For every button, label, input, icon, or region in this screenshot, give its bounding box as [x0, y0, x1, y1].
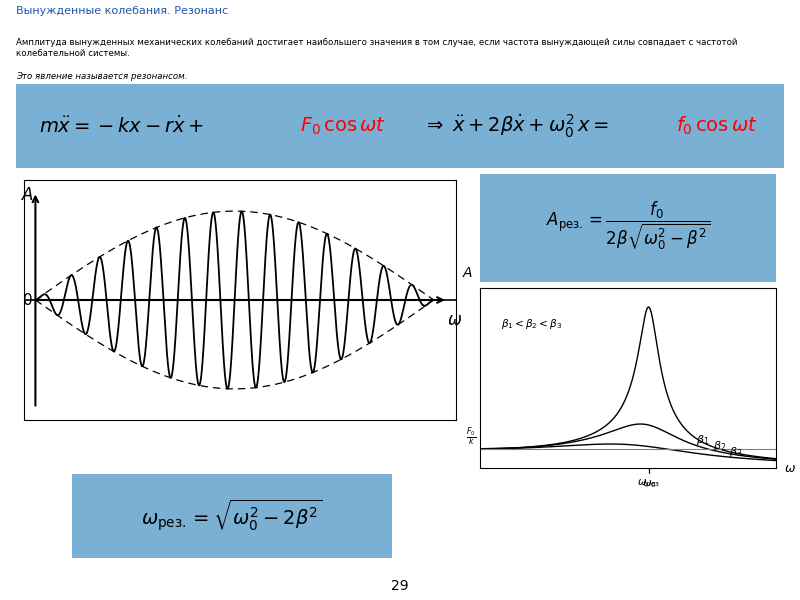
- Text: Вынужденные колебания. Резонанс: Вынужденные колебания. Резонанс: [16, 6, 228, 16]
- Text: $\omega$: $\omega$: [446, 311, 462, 329]
- Text: $\frac{F_0}{k}$: $\frac{F_0}{k}$: [466, 425, 476, 448]
- Text: $A_{\mathrm{рез.}} = \dfrac{f_0}{2\beta\sqrt{\omega_0^2 - \beta^2}}$: $A_{\mathrm{рез.}} = \dfrac{f_0}{2\beta\…: [546, 200, 710, 252]
- Text: $A$: $A$: [462, 266, 474, 280]
- Text: $A$: $A$: [22, 186, 34, 204]
- Text: $\beta_3$: $\beta_3$: [730, 445, 743, 460]
- Text: $\beta_1 < \beta_2 < \beta_3$: $\beta_1 < \beta_2 < \beta_3$: [501, 317, 562, 331]
- Text: 29: 29: [391, 578, 409, 593]
- FancyBboxPatch shape: [72, 474, 392, 558]
- Text: $0$: $0$: [22, 292, 33, 308]
- Text: $\omega$: $\omega$: [785, 461, 796, 475]
- FancyBboxPatch shape: [16, 84, 784, 168]
- Text: $\beta_1$: $\beta_1$: [696, 433, 709, 448]
- Text: $f_0\,\cos\omega t$: $f_0\,\cos\omega t$: [677, 115, 758, 137]
- Text: $\beta_2$: $\beta_2$: [713, 439, 726, 454]
- Text: $m\ddot{x} = -kx - r\dot{x} + $: $m\ddot{x} = -kx - r\dot{x} + $: [39, 115, 204, 137]
- FancyBboxPatch shape: [480, 174, 776, 282]
- Text: $\omega_{\mathrm{рез.}} = \sqrt{\omega_0^2 - 2\beta^2}$: $\omega_{\mathrm{рез.}} = \sqrt{\omega_0…: [142, 498, 322, 534]
- Text: Это явление называется резонансом.: Это явление называется резонансом.: [16, 72, 187, 81]
- Text: $\Rightarrow\; \ddot{x} + 2\beta\dot{x} + \omega_0^2\,x = $: $\Rightarrow\; \ddot{x} + 2\beta\dot{x} …: [423, 112, 610, 140]
- Text: Амплитуда вынужденных механических колебаний достигает наибольшего значения в то: Амплитуда вынужденных механических колеб…: [16, 38, 738, 58]
- Text: $F_0\,\cos\omega t$: $F_0\,\cos\omega t$: [300, 115, 386, 137]
